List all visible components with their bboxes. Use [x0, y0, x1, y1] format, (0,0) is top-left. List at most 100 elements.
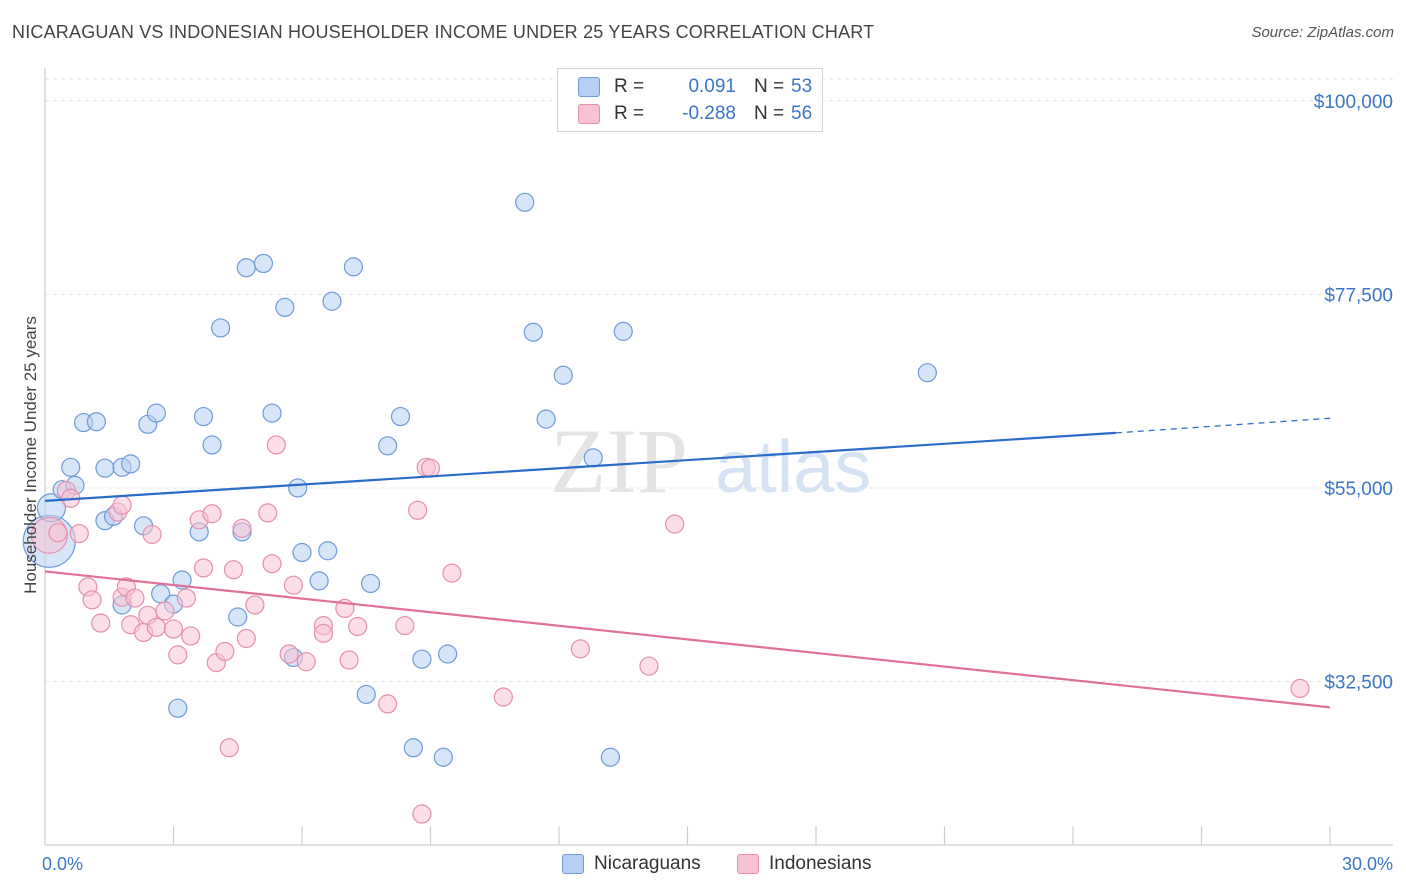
data-point-indonesians — [408, 500, 428, 520]
data-point-indonesians — [125, 588, 145, 608]
watermark-atlas: atlas — [715, 425, 871, 508]
data-point-indonesians — [223, 560, 244, 580]
x-tick-label: 30.0% — [1342, 854, 1393, 874]
series-label-nicaraguans: Nicaraguans — [594, 853, 701, 874]
data-point-indonesians — [146, 617, 166, 637]
trend-line-extension-nicaraguans — [1115, 417, 1331, 434]
series-swatch-pink — [737, 854, 759, 874]
data-point-indonesians — [202, 504, 222, 524]
data-point-nicaraguans — [583, 448, 603, 468]
x-tick-label: 0.0% — [42, 854, 83, 874]
data-point-nicaraguans — [553, 365, 573, 385]
data-points — [22, 192, 1310, 824]
data-point-nicaraguans — [536, 409, 556, 429]
data-point-indonesians — [236, 628, 256, 649]
data-point-indonesians — [176, 588, 196, 608]
data-point-indonesians — [1290, 678, 1310, 699]
data-point-nicaraguans — [228, 607, 248, 627]
data-point-nicaraguans — [403, 738, 423, 758]
legend-n-value: 53 — [791, 76, 813, 97]
data-point-nicaraguans — [236, 258, 256, 278]
data-point-indonesians — [339, 650, 359, 670]
data-point-indonesians — [69, 523, 89, 544]
data-point-indonesians — [395, 616, 415, 636]
data-point-indonesians — [412, 804, 432, 824]
data-point-indonesians — [215, 641, 235, 662]
data-point-nicaraguans — [378, 436, 398, 456]
data-point-nicaraguans — [515, 192, 535, 212]
data-point-indonesians — [378, 694, 398, 714]
data-point-nicaraguans — [168, 698, 188, 718]
trend-line-nicaraguans — [44, 431, 1116, 502]
data-point-indonesians — [442, 563, 462, 583]
legend-swatch-blue — [578, 77, 600, 97]
data-point-nicaraguans — [86, 412, 107, 432]
data-point-nicaraguans — [292, 542, 312, 563]
legend-n-value: 56 — [791, 103, 813, 124]
data-point-nicaraguans — [309, 571, 329, 591]
data-point-nicaraguans — [202, 435, 222, 455]
data-point-indonesians — [142, 524, 162, 545]
data-point-indonesians — [262, 554, 282, 574]
data-point-indonesians — [48, 523, 68, 543]
data-point-indonesians — [181, 626, 201, 646]
series-swatch-blue — [562, 854, 584, 874]
data-point-nicaraguans — [360, 573, 381, 594]
data-point-indonesians — [313, 623, 334, 643]
legend-r-value: -0.288 — [682, 103, 736, 124]
data-point-indonesians — [82, 590, 102, 610]
data-point-indonesians — [296, 652, 316, 672]
y-axis-label: Householder Income Under 25 years — [21, 316, 40, 594]
data-point-indonesians — [493, 687, 513, 707]
axes — [44, 68, 1393, 846]
legend-r-label: R = — [614, 76, 645, 97]
legend-r-value: 0.091 — [688, 76, 736, 97]
data-point-nicaraguans — [95, 458, 115, 478]
data-point-indonesians — [283, 575, 304, 595]
tick-labels: $100,000 $77,500 $55,000 $32,500 0.0% 30.0% — [42, 92, 1393, 874]
y-tick-label: $77,500 — [1324, 285, 1393, 306]
data-point-nicaraguans — [253, 253, 274, 274]
series-label-indonesians: Indonesians — [769, 853, 872, 874]
data-point-indonesians — [258, 503, 278, 523]
data-point-nicaraguans — [356, 684, 376, 705]
legend-r-label: R = — [614, 103, 645, 124]
correlation-legend: R = 0.091 N = 53 R = -0.288 N = 56 — [557, 68, 823, 132]
data-point-indonesians — [420, 458, 441, 478]
data-point-indonesians — [193, 558, 214, 578]
data-point-indonesians — [665, 514, 685, 534]
trend-lines — [44, 417, 1331, 709]
grid-lines — [45, 78, 1393, 683]
data-point-nicaraguans — [121, 454, 141, 474]
data-point-nicaraguans — [412, 649, 432, 669]
data-point-nicaraguans — [523, 322, 543, 342]
data-point-nicaraguans — [322, 291, 342, 311]
data-point-nicaraguans — [193, 406, 214, 427]
data-point-nicaraguans — [288, 478, 308, 498]
source-label: Source: ZipAtlas.com — [1251, 24, 1394, 41]
data-point-indonesians — [639, 656, 659, 676]
data-point-indonesians — [91, 613, 111, 633]
trend-line-indonesians — [44, 570, 1331, 709]
data-point-indonesians — [348, 616, 368, 637]
legend-n-label: N = — [754, 76, 785, 97]
data-point-nicaraguans — [61, 457, 81, 477]
y-tick-label: $100,000 — [1314, 92, 1393, 113]
chart-title: NICARAGUAN VS INDONESIAN HOUSEHOLDER INC… — [12, 22, 875, 42]
legend-swatch-pink — [578, 104, 600, 124]
data-point-nicaraguans — [613, 321, 633, 341]
data-point-nicaraguans — [275, 297, 295, 317]
data-point-nicaraguans — [211, 318, 231, 338]
data-point-nicaraguans — [343, 257, 363, 277]
data-point-indonesians — [232, 518, 252, 538]
data-point-nicaraguans — [917, 363, 937, 383]
data-point-indonesians — [168, 645, 188, 665]
data-point-nicaraguans — [318, 541, 338, 561]
data-point-indonesians — [570, 639, 591, 659]
data-point-indonesians — [163, 619, 184, 639]
data-point-indonesians — [279, 644, 299, 664]
y-tick-label: $55,000 — [1324, 479, 1393, 500]
y-tick-label: $32,500 — [1324, 673, 1393, 694]
data-point-indonesians — [266, 435, 286, 455]
